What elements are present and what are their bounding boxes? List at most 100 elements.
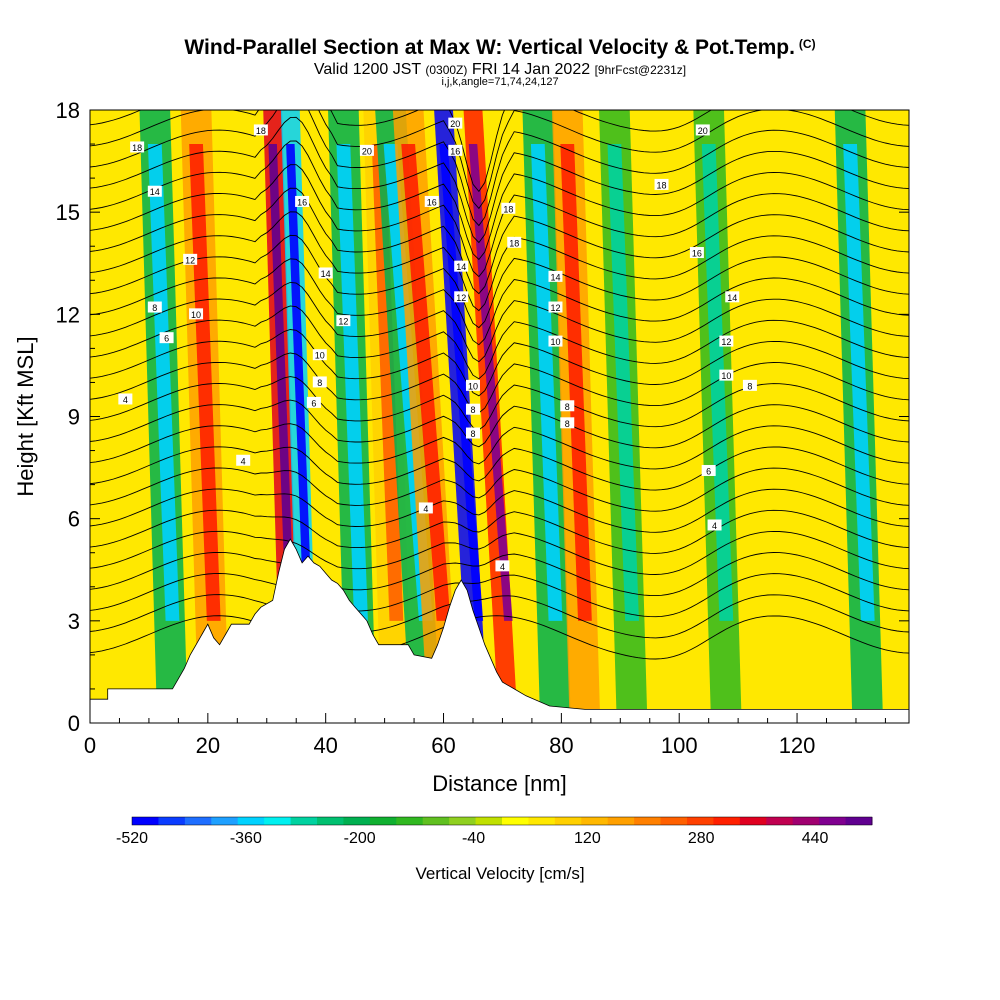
chart-title: Wind-Parallel Section at Max W: Vertical…	[0, 36, 1000, 60]
velocity-band-core	[336, 144, 368, 621]
y-tick-label: 6	[68, 507, 80, 532]
theta-label: 4	[123, 395, 128, 405]
theta-label: 4	[500, 562, 505, 572]
theta-label-bg	[560, 400, 575, 412]
theta-label-bg	[336, 315, 351, 327]
theta-label-bg	[318, 267, 333, 279]
theta-contour-line	[90, 281, 909, 363]
theta-label-bg	[719, 335, 734, 347]
theta-label: 8	[565, 419, 570, 429]
velocity-band-core	[439, 144, 484, 621]
theta-label-bg	[147, 185, 162, 197]
theta-label: 14	[727, 293, 737, 303]
theta-label-bg	[183, 253, 198, 265]
theta-label-bg	[495, 560, 510, 572]
x-tick-label: 60	[431, 733, 455, 758]
theta-label: 8	[565, 402, 570, 412]
theta-contour-line	[90, 530, 909, 575]
theta-label: 8	[152, 303, 157, 313]
theta-label-bg	[654, 178, 669, 190]
theta-label-bg	[359, 144, 374, 156]
valid-time: Valid 1200 JST	[313, 61, 421, 78]
theta-label-bg	[295, 195, 310, 207]
theta-label: 6	[311, 398, 316, 408]
copyright-mark: (C)	[798, 37, 816, 51]
theta-label-bg	[118, 393, 133, 405]
chart-subtitle: Valid 1200 JST (0300Z) FRI 14 Jan 2022 […	[0, 61, 1000, 79]
velocity-band-core	[843, 144, 875, 621]
y-tick-label: 0	[68, 711, 80, 736]
theta-label: 16	[692, 249, 702, 259]
theta-contour-line	[90, 164, 909, 278]
theta-contour-line	[90, 140, 909, 261]
valid-date: FRI 14 Jan 2022	[471, 61, 591, 78]
velocity-band-core	[401, 144, 451, 621]
theta-contour-line	[90, 211, 909, 312]
theta-label-bg	[701, 464, 716, 476]
theta-contour-line	[90, 110, 909, 227]
theta-label-bg	[312, 349, 327, 361]
theta-label: 10	[550, 337, 560, 347]
theta-label-bg	[418, 502, 433, 514]
x-tick-label: 20	[196, 733, 220, 758]
theta-label-bg	[448, 144, 463, 156]
theta-label-bg	[465, 379, 480, 391]
theta-label-bg	[689, 247, 704, 259]
theta-contour-line	[90, 467, 909, 512]
theta-contour-line	[90, 110, 909, 210]
theta-contour-line	[90, 423, 909, 470]
theta-label-bg	[695, 124, 710, 136]
theta-contour-line	[90, 116, 909, 244]
theta-contour-line	[90, 110, 909, 193]
theta-contour-line	[90, 509, 909, 554]
theta-label: 16	[297, 197, 307, 207]
theta-label-bg	[501, 202, 516, 214]
theta-contour-line	[90, 187, 909, 295]
theta-label: 8	[470, 429, 475, 439]
velocity-band-core	[530, 144, 563, 621]
theta-label: 6	[164, 334, 169, 344]
velocity-band-core	[701, 144, 734, 621]
x-axis-label: Distance [nm]	[432, 771, 567, 796]
theta-contour-line	[90, 399, 909, 449]
theta-label: 18	[132, 143, 142, 153]
theta-label-bg	[189, 308, 204, 320]
theta-label: 16	[427, 197, 437, 207]
theta-label: 18	[256, 126, 266, 136]
x-tick-label: 40	[313, 733, 337, 758]
theta-label: 12	[550, 303, 560, 313]
theta-label-bg	[454, 260, 469, 272]
theta-label: 10	[468, 381, 478, 391]
theta-label-bg	[424, 195, 439, 207]
theta-label: 16	[450, 146, 460, 156]
y-axis-label: Height [Kft MSL]	[13, 336, 38, 496]
theta-label: 14	[456, 262, 466, 272]
theta-contour-line	[90, 352, 909, 414]
terrain	[90, 538, 909, 723]
theta-label: 10	[315, 351, 325, 361]
theta-label: 14	[321, 269, 331, 279]
theta-contour-line	[90, 305, 909, 380]
theta-label-bg	[253, 124, 268, 136]
theta-label: 12	[338, 317, 348, 327]
theta-label: 8	[317, 378, 322, 388]
theta-label-bg	[560, 417, 575, 429]
y-tick-label: 18	[56, 98, 80, 123]
theta-label: 18	[509, 238, 519, 248]
velocity-band-core	[560, 144, 592, 621]
theta-label: 10	[191, 310, 201, 320]
theta-label-bg	[159, 332, 174, 344]
colorbar-label: Vertical Velocity [cm/s]	[415, 864, 585, 883]
section-params: i,j,k,angle=71,74,24,127	[441, 76, 559, 88]
theta-label-bg	[454, 291, 469, 303]
theta-contour-line	[90, 488, 909, 533]
theta-label-bg	[548, 301, 563, 313]
velocity-band-core	[268, 144, 295, 621]
theta-label: 12	[185, 255, 195, 265]
theta-label: 12	[721, 337, 731, 347]
velocity-band	[764, 110, 813, 723]
theta-label: 18	[657, 180, 667, 190]
theta-label: 14	[550, 272, 560, 282]
theta-label: 4	[241, 456, 246, 466]
